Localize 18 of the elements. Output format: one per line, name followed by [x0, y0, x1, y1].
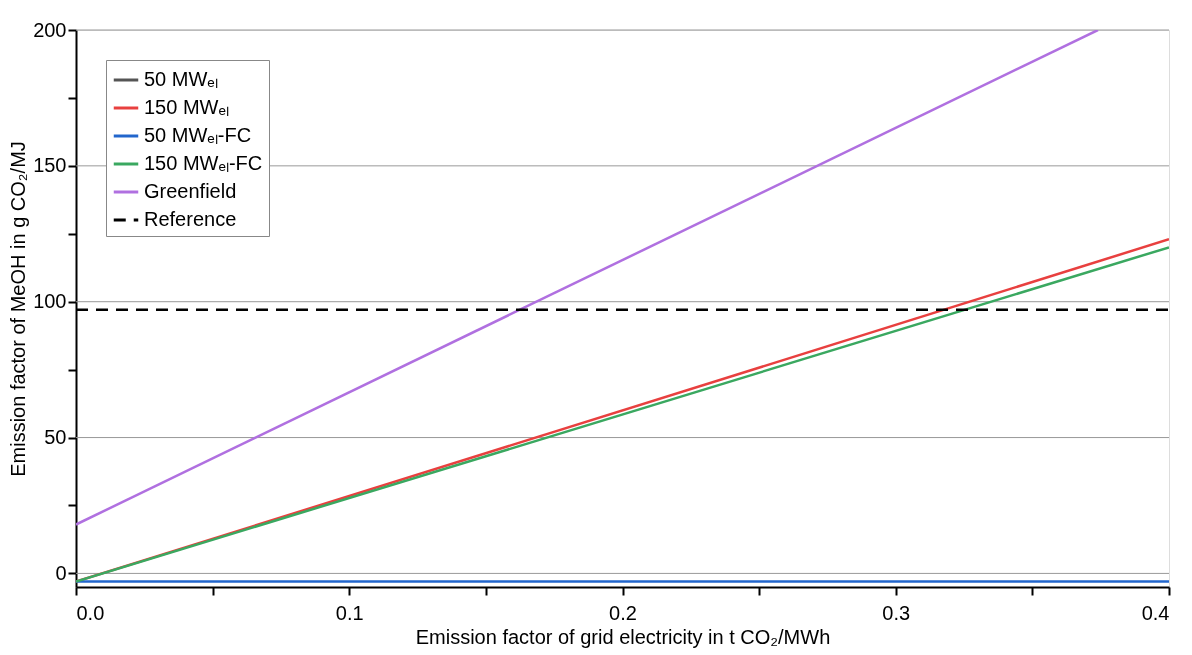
y-tick-label: 150 — [33, 154, 67, 177]
legend-label: Greenfield — [144, 180, 237, 202]
x-axis-title: Emission factor of grid electricity in t CO₂/MWh — [415, 625, 831, 648]
legend-label: Reference — [144, 208, 237, 230]
legend-label: 150 MWₑₗ — [144, 96, 229, 118]
legend-label: 50 MWₑₗ — [144, 68, 218, 90]
x-tick-label: 0.1 — [335, 601, 364, 624]
legend-label: 150 MWₑₗ-FC — [144, 152, 263, 174]
legend-label: 50 MWₑₗ-FC — [144, 124, 252, 146]
y-axis-title: Emission factor of MeOH in g CO₂/MJ — [7, 141, 30, 477]
x-tick-label: 0.0 — [76, 601, 105, 624]
y-tick-label: 200 — [33, 18, 67, 41]
x-tick-label: 0.3 — [882, 601, 911, 624]
x-tick-label: 0.4 — [1141, 601, 1170, 624]
y-tick-label: 100 — [33, 290, 67, 313]
y-tick-label: 0 — [55, 561, 67, 584]
x-tick-label: 0.2 — [609, 601, 637, 624]
y-tick-label: 50 — [44, 426, 67, 449]
